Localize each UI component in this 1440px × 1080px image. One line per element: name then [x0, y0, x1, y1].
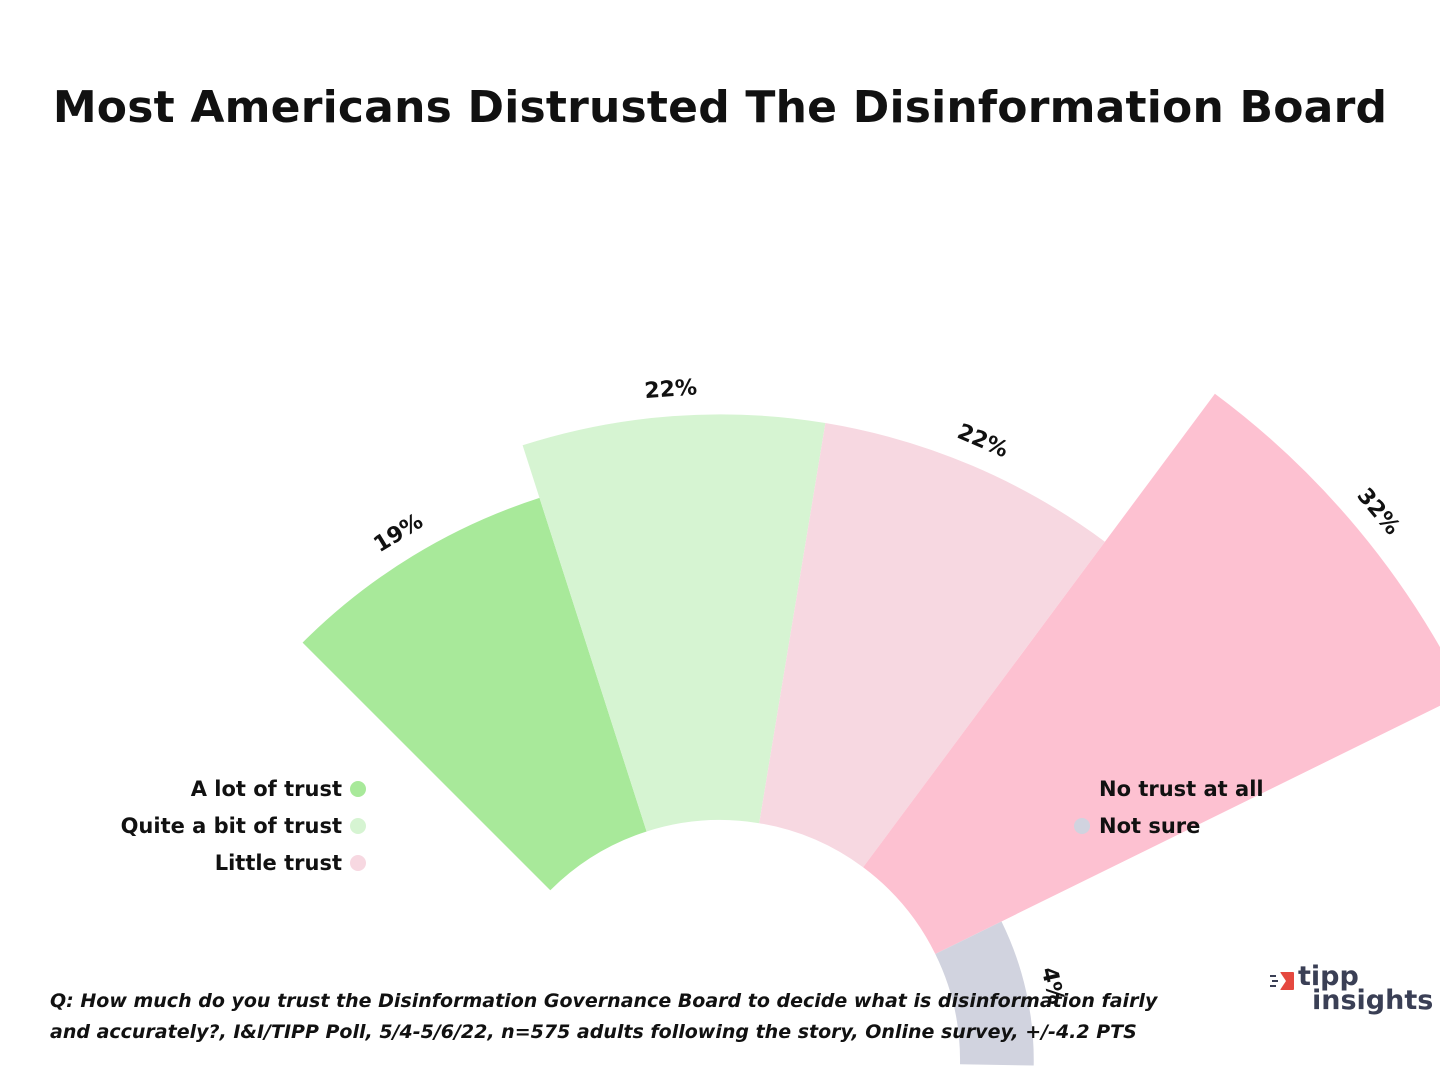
legend-swatch — [350, 817, 366, 834]
data-label: 22% — [644, 375, 698, 404]
legend-swatch — [350, 854, 366, 871]
legend-label: Little trust — [214, 850, 342, 875]
legend-item: No trust at all — [1074, 770, 1264, 807]
legend-swatch — [1074, 817, 1090, 834]
legend-label: A lot of trust — [190, 776, 342, 801]
bar-not-sure — [935, 921, 1034, 1066]
legend-item: Not sure — [1074, 807, 1264, 844]
legend-label: Not sure — [1099, 813, 1201, 838]
chart-bars — [302, 393, 1440, 1066]
legend-item: Little trust — [121, 844, 366, 881]
bar-no-trust-at-all — [863, 393, 1440, 954]
logo-text-insights: insights — [1312, 985, 1434, 1016]
footnote-line-2: and accurately?, I&I/TIPP Poll, 5/4-5/6/… — [50, 1021, 1137, 1043]
legend-label: Quite a bit of trust — [120, 813, 342, 838]
bar-little-trust — [759, 423, 1105, 868]
legend-label: No trust at all — [1099, 776, 1264, 801]
legend-item: Quite a bit of trust — [121, 807, 366, 844]
legend-swatch — [350, 780, 366, 797]
logo-mark-icon — [1270, 972, 1294, 990]
data-label: 22% — [953, 420, 1011, 464]
bar-quite-a-bit-of-trust — [522, 414, 826, 832]
logo-text-tipp: tipp — [1298, 961, 1359, 992]
bar-a-lot-of-trust — [302, 497, 647, 891]
legend-left: A lot of trust Quite a bit of trust Little… — [121, 770, 366, 881]
footnote: Q: How much do you trust the Disinformat… — [50, 986, 1230, 1048]
legend-swatch — [1074, 780, 1090, 797]
legend-item: A lot of trust — [121, 770, 366, 807]
tipp-insights-logo: tipp insights — [1270, 961, 1434, 1022]
chart-title: Most Americans Distrusted The Disinforma… — [52, 82, 1388, 133]
legend-right: No trust at all Not sure — [1074, 770, 1264, 844]
data-label: 19% — [370, 509, 428, 558]
footnote-line-1: Q: How much do you trust the Disinformat… — [50, 990, 1158, 1012]
